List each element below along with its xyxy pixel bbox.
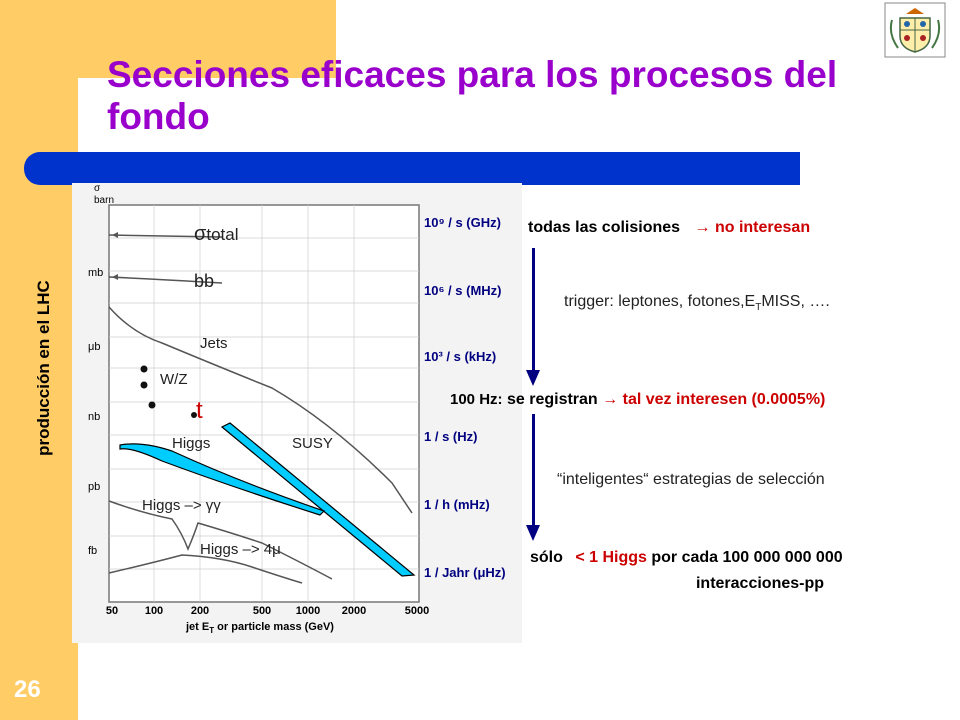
bb-label: bb bbox=[194, 271, 215, 291]
x-tick: 5000 bbox=[404, 605, 430, 617]
bb-curve bbox=[108, 276, 223, 284]
x-tick: 100 bbox=[144, 605, 164, 617]
all-collisions-note: todas las colisiones → no interesan bbox=[528, 219, 811, 236]
rate-tick: 1 / h (mHz) bbox=[424, 497, 490, 512]
y-tick-barn: barn bbox=[94, 195, 115, 206]
flow-arrow-head bbox=[526, 525, 540, 541]
strategies-note: “inteligentes“ estrategias de selección bbox=[557, 471, 825, 488]
interactions-note: interacciones-pp bbox=[695, 575, 825, 592]
x-tick: 2000 bbox=[341, 605, 367, 617]
page-number: 26 bbox=[14, 676, 41, 703]
header-accent bbox=[78, 0, 336, 78]
wz-point bbox=[140, 365, 148, 373]
y-tick-nb: nb bbox=[88, 411, 101, 423]
title-divider-bar bbox=[24, 152, 800, 185]
jets-label: Jets bbox=[200, 335, 228, 352]
wz-point bbox=[140, 381, 148, 389]
side-label: producción en el LHC bbox=[34, 280, 53, 456]
susy-label: SUSY bbox=[292, 435, 333, 452]
top-point bbox=[191, 412, 197, 418]
x-tick: 1000 bbox=[295, 605, 321, 617]
trigger-note: trigger: leptones, fotones,ETMISS, …. bbox=[564, 293, 830, 314]
jets-curve bbox=[108, 306, 413, 514]
y-tick-mb: mb bbox=[88, 267, 104, 279]
cross-section-plot: σ barn mb μb nb pb fb 50 100 200 500 100… bbox=[72, 183, 522, 643]
higgs-gg-curve bbox=[108, 500, 333, 580]
flow-arrow-line bbox=[532, 414, 535, 528]
higgs-4mu-curve bbox=[108, 554, 303, 584]
higgs-gg-label: Higgs –> γγ bbox=[142, 497, 221, 514]
x-tick: 50 bbox=[105, 605, 119, 617]
university-seal-icon bbox=[884, 2, 946, 58]
sigma-total-label: σtotal bbox=[194, 223, 239, 245]
recorded-note: 100 Hz: se registran → tal vez interesen… bbox=[450, 391, 826, 408]
x-tick: 500 bbox=[252, 605, 272, 617]
higgs-4mu-label: Higgs –> 4μ bbox=[200, 541, 281, 558]
y-tick-fb: fb bbox=[88, 545, 98, 557]
higgs-band bbox=[119, 443, 326, 516]
sidebar-accent bbox=[0, 0, 78, 720]
x-axis-label: jet ET or particle mass (GeV) bbox=[186, 621, 334, 636]
y-tick-pb: pb bbox=[88, 481, 101, 493]
rate-tick: 1 / s (Hz) bbox=[424, 429, 478, 444]
susy-band bbox=[220, 422, 416, 577]
wz-point bbox=[148, 401, 156, 409]
y-tick-ub: μb bbox=[88, 341, 101, 353]
rate-tick: 10³ / s (kHz) bbox=[424, 349, 497, 364]
x-tick: 200 bbox=[190, 605, 210, 617]
y-axis-label: σ bbox=[94, 183, 101, 194]
slide-title: Secciones eficaces para los procesos del… bbox=[107, 54, 838, 137]
flow-arrow-line bbox=[532, 248, 535, 373]
rate-tick: 10⁶ / s (MHz) bbox=[424, 283, 502, 298]
rate-tick: 1 / Jahr (μHz) bbox=[424, 565, 506, 580]
higgs-label: Higgs bbox=[172, 435, 211, 452]
sigma-total-curve bbox=[108, 234, 223, 238]
flow-arrow-head bbox=[526, 370, 540, 386]
higgs-rate-note: sólo < 1 Higgs por cada 100 000 000 000 bbox=[530, 549, 843, 566]
top-label: t bbox=[196, 397, 203, 424]
wz-label: W/Z bbox=[160, 371, 188, 388]
rate-tick: 10⁹ / s (GHz) bbox=[424, 215, 501, 230]
